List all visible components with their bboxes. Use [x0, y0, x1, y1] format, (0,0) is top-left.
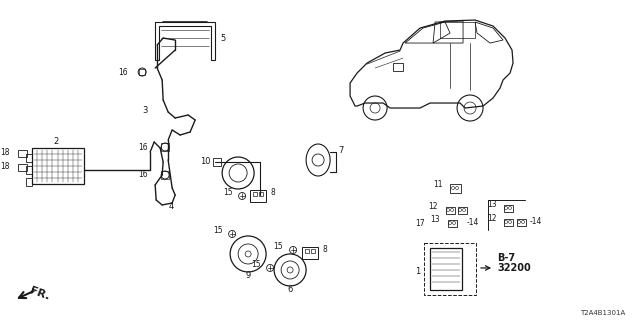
- Bar: [18, 164, 27, 171]
- Bar: [305, 249, 309, 253]
- Text: 16: 16: [138, 142, 148, 151]
- Text: 2: 2: [54, 137, 59, 146]
- Text: 4: 4: [168, 203, 173, 212]
- Text: 1: 1: [415, 268, 420, 276]
- Text: B-7: B-7: [497, 253, 515, 263]
- Bar: [26, 178, 32, 186]
- Text: 13: 13: [488, 201, 497, 210]
- Text: 15: 15: [214, 227, 223, 236]
- Bar: [213, 158, 221, 166]
- Text: 16: 16: [118, 68, 128, 76]
- Bar: [18, 150, 27, 157]
- Bar: [32, 148, 84, 184]
- Text: 10: 10: [200, 157, 210, 166]
- Text: 15: 15: [223, 188, 233, 197]
- Bar: [253, 192, 257, 196]
- Bar: [161, 143, 169, 151]
- Bar: [517, 219, 526, 226]
- Text: 9: 9: [246, 271, 251, 280]
- Bar: [302, 247, 318, 259]
- Bar: [446, 207, 455, 214]
- Text: -14: -14: [530, 218, 543, 227]
- Text: 3: 3: [143, 106, 148, 115]
- Bar: [440, 22, 475, 38]
- Bar: [259, 192, 263, 196]
- Text: 16: 16: [138, 171, 148, 180]
- Text: FR.: FR.: [28, 286, 51, 302]
- Bar: [424, 243, 476, 295]
- Text: 15: 15: [252, 260, 261, 269]
- Bar: [26, 154, 32, 162]
- Text: T2A4B1301A: T2A4B1301A: [580, 310, 625, 316]
- Text: 18: 18: [1, 163, 10, 172]
- Text: 12: 12: [429, 203, 438, 212]
- Text: -14: -14: [467, 219, 479, 228]
- Text: 13: 13: [431, 215, 440, 225]
- Bar: [458, 207, 467, 214]
- Text: 5: 5: [220, 34, 225, 43]
- Text: 11: 11: [433, 180, 443, 189]
- Text: 32200: 32200: [497, 263, 531, 273]
- Bar: [448, 220, 457, 227]
- Bar: [250, 190, 266, 202]
- Text: 15: 15: [273, 243, 283, 252]
- Bar: [311, 249, 315, 253]
- Text: 8: 8: [270, 188, 275, 197]
- Bar: [504, 219, 513, 226]
- Bar: [161, 171, 169, 179]
- Text: 18: 18: [1, 148, 10, 156]
- Text: 6: 6: [287, 285, 292, 294]
- Text: 7: 7: [338, 146, 344, 155]
- Bar: [393, 63, 403, 71]
- Text: 8: 8: [322, 245, 327, 254]
- Bar: [26, 166, 32, 174]
- Bar: [450, 184, 461, 193]
- Text: 17: 17: [415, 220, 425, 228]
- Bar: [430, 248, 462, 290]
- Text: 12: 12: [488, 214, 497, 223]
- Bar: [139, 69, 145, 75]
- Bar: [504, 205, 513, 212]
